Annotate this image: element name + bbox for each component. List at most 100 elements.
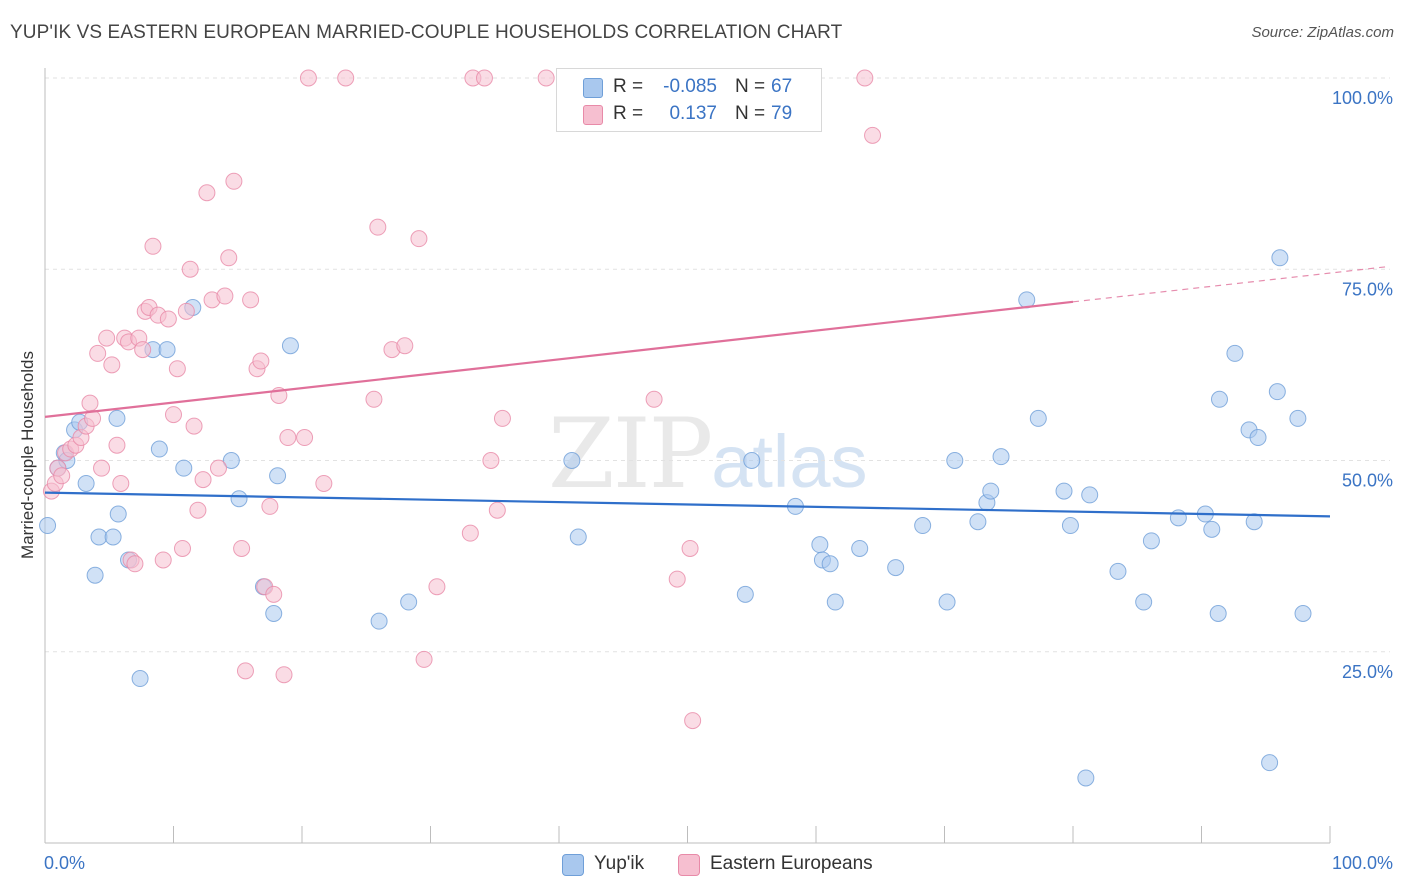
eastern-europeans-point [315, 474, 333, 492]
yupik-point [743, 452, 761, 469]
yupik-point [86, 566, 104, 584]
eastern-europeans-point [185, 417, 203, 435]
eastern-europeans-point [265, 585, 283, 603]
legend-label: Yup'ik [594, 853, 645, 874]
eastern-europeans-point [154, 551, 172, 569]
yupik-legend-swatch [562, 854, 584, 876]
yupik-point [1029, 409, 1047, 427]
yupik-point [1294, 605, 1312, 622]
eastern-europeans-point [461, 524, 479, 542]
yupik-point [400, 593, 418, 611]
eastern-europeans-point [475, 69, 493, 87]
eastern-europeans-point [98, 329, 116, 347]
eastern-europeans-point [53, 467, 71, 485]
eastern-europeans-point [134, 341, 152, 359]
yupik-point [1249, 429, 1267, 447]
yupik-point [736, 585, 754, 603]
eastern-europeans-point [645, 390, 663, 408]
chart-title: YUP'IK VS EASTERN EUROPEAN MARRIED-COUPL… [10, 22, 843, 43]
eastern-europeans-point [159, 310, 177, 328]
yupik-point [281, 337, 299, 355]
yupik-point [230, 490, 248, 508]
yupik-point [946, 452, 964, 469]
eastern-europeans-point [296, 429, 314, 447]
yupik-point [175, 459, 193, 477]
eastern-europeans-point [668, 570, 686, 588]
eastern-europeans-point [168, 360, 186, 378]
eastern-europeans-point [216, 287, 234, 305]
x-tick-label: 100.0% [1332, 853, 1393, 873]
yupik-point [1169, 509, 1187, 527]
yupik-point [370, 612, 388, 630]
yupik-point [1289, 409, 1307, 427]
yupik-point [158, 341, 176, 359]
eastern-europeans-point [189, 501, 207, 519]
yupik-point [269, 467, 287, 485]
yupik-point [1077, 769, 1095, 787]
eastern-europeans-point [482, 452, 500, 469]
eastern-europeans-point [89, 344, 107, 362]
yupik-trend-line [44, 491, 1331, 518]
eastern-europeans-trend-line [44, 300, 1074, 418]
grid-lines [45, 77, 1390, 653]
eastern-europeans-point [209, 459, 227, 477]
yupik-point [90, 528, 108, 546]
eastern-europeans-point [112, 474, 130, 492]
yupik-point [150, 440, 168, 458]
yupik-point [851, 539, 869, 557]
yupik-point [109, 505, 127, 523]
yupik-point [222, 452, 240, 469]
eastern-europeans-point [279, 429, 297, 447]
correlation-stats-box: R = -0.085 N = 67 R = 0.137 N = 79 [556, 68, 822, 132]
eastern-europeans-point [220, 249, 238, 267]
y-tick-label: 50.0% [1342, 471, 1393, 491]
yupik-point [1268, 383, 1286, 401]
eastern-europeans-point [299, 69, 317, 87]
eastern-europeans-point [261, 497, 279, 515]
eastern-europeans-point [84, 409, 102, 427]
chart-legend: Yup'ik Eastern Europeans [0, 851, 1406, 879]
eastern-europeans-point [198, 184, 216, 202]
n-value: 79 [771, 103, 793, 124]
yupik-point [887, 559, 905, 577]
yupik-point [826, 593, 844, 611]
yupik-point [1261, 754, 1279, 772]
eastern-europeans-point [856, 69, 874, 87]
stats-row-eastern-europeans: R = 0.137 N = 79 [557, 101, 821, 127]
yupik-point [1061, 517, 1079, 535]
eastern-europeans-point [428, 578, 446, 596]
eastern-europeans-swatch [583, 105, 603, 125]
data-points [39, 69, 1312, 787]
r-value: 0.137 [669, 103, 717, 124]
eastern-europeans-point [275, 666, 293, 684]
eastern-europeans-point [864, 126, 882, 144]
n-label: N = [735, 76, 766, 97]
eastern-europeans-point [233, 539, 251, 557]
eastern-europeans-point [396, 337, 414, 355]
eastern-europeans-point [681, 539, 699, 557]
yupik-point [104, 528, 122, 546]
yupik-point [811, 536, 829, 554]
eastern-europeans-point [488, 501, 506, 519]
eastern-europeans-point [537, 69, 555, 87]
eastern-europeans-point [369, 218, 387, 236]
yupik-point [938, 593, 956, 611]
yupik-point [982, 482, 1000, 500]
r-label: R = [613, 76, 644, 97]
watermark-atlas: atlas [711, 420, 868, 503]
yupik-point [1055, 482, 1073, 500]
eastern-europeans-point [415, 650, 433, 668]
r-value: -0.085 [663, 76, 717, 97]
eastern-europeans-point [365, 390, 383, 408]
source-attribution: Source: ZipAtlas.com [1251, 24, 1394, 41]
eastern-europeans-point [126, 555, 144, 573]
yupik-point [1210, 390, 1228, 408]
trend-lines [44, 265, 1391, 518]
eastern-europeans-point [410, 230, 428, 248]
eastern-europeans-point [103, 356, 121, 374]
yupik-point [563, 452, 581, 469]
y-axis-label: Married-couple Households [18, 351, 37, 559]
y-tick-label: 25.0% [1342, 662, 1393, 682]
yupik-point [1209, 605, 1227, 622]
